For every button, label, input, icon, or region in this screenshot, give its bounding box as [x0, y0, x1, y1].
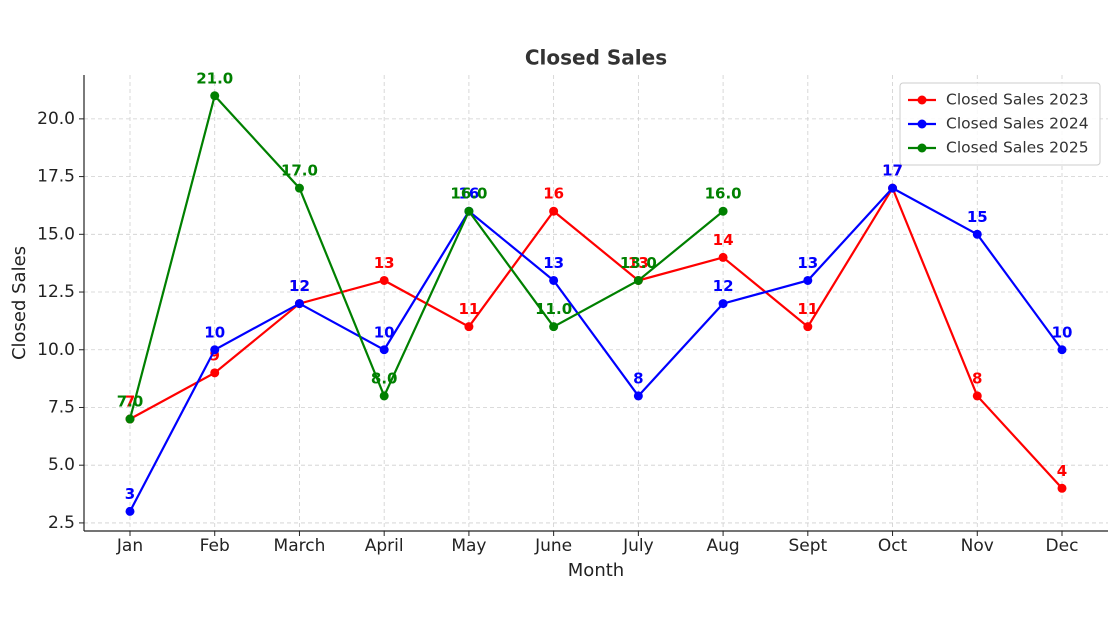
legend-label: Closed Sales 2024: [946, 115, 1089, 133]
data-point: [464, 206, 474, 216]
data-point: [464, 322, 474, 332]
data-point: [549, 275, 559, 285]
data-point: [125, 414, 135, 424]
data-point: [972, 229, 982, 239]
data-label: 13: [797, 254, 818, 272]
chart-title: Closed Sales: [525, 46, 667, 70]
data-label: 8: [972, 369, 982, 387]
data-point: [379, 391, 389, 401]
data-point: [549, 322, 559, 332]
data-point: [803, 275, 813, 285]
x-tick-label: Sept: [788, 536, 827, 556]
data-label: 3: [125, 485, 135, 503]
data-label: 12: [289, 277, 310, 295]
data-point: [549, 206, 559, 216]
data-point: [1057, 483, 1067, 493]
data-label: 11: [458, 300, 479, 318]
data-label: 8.0: [371, 369, 398, 387]
y-tick-label: 12.5: [37, 282, 75, 302]
data-label: 16.0: [705, 185, 742, 203]
x-tick-label: June: [534, 536, 572, 556]
data-point: [210, 345, 220, 355]
data-label: 9: [210, 346, 220, 364]
data-label: 10: [204, 323, 225, 341]
x-tick-label: Dec: [1046, 536, 1079, 556]
data-point: [294, 299, 304, 309]
x-tick-label: May: [451, 536, 486, 556]
data-label: 4: [1057, 462, 1067, 480]
data-label: 13: [374, 254, 395, 272]
data-label: 10: [1052, 323, 1073, 341]
data-point: [379, 345, 389, 355]
x-tick-label: Oct: [878, 536, 908, 556]
data-label: 7: [125, 393, 135, 411]
legend-marker: [917, 119, 927, 129]
data-label: 11.0: [535, 300, 572, 318]
data-label: 21.0: [196, 69, 233, 87]
data-point: [210, 368, 220, 378]
data-point: [888, 183, 898, 193]
data-point: [210, 91, 220, 101]
y-tick-label: 10.0: [37, 340, 75, 360]
data-label: 7.0: [117, 393, 144, 411]
data-label: 8: [633, 369, 643, 387]
data-point: [718, 206, 728, 216]
data-label: 16: [458, 185, 479, 203]
y-axis-label: Closed Sales: [9, 246, 30, 360]
x-tick-label: Aug: [706, 536, 739, 556]
series-line: [128, 93, 724, 420]
data-label: 12: [289, 277, 310, 295]
data-label: 16.0: [450, 185, 487, 203]
data-point: [1057, 345, 1067, 355]
data-point: [125, 506, 135, 516]
data-label: 10: [374, 323, 395, 341]
data-label: 17: [882, 162, 903, 180]
data-label: 14: [713, 231, 734, 249]
y-tick-label: 5.0: [48, 455, 75, 475]
series-line: [129, 185, 1063, 490]
x-tick-label: Nov: [961, 536, 994, 556]
x-tick-label: Jan: [116, 536, 143, 556]
data-label: 13: [543, 254, 564, 272]
data-point: [633, 275, 643, 285]
data-label: 15: [967, 208, 988, 226]
legend-label: Closed Sales 2023: [946, 91, 1089, 109]
data-label: 12: [713, 277, 734, 295]
data-point: [803, 322, 813, 332]
data-label: 17: [882, 162, 903, 180]
series-line: [129, 186, 1063, 512]
x-tick-label: Feb: [200, 536, 230, 556]
y-tick-label: 7.5: [48, 397, 75, 417]
data-point: [294, 183, 304, 193]
data-label: 11: [797, 300, 818, 318]
legend-marker: [917, 143, 927, 153]
x-tick-label: April: [365, 536, 404, 556]
data-point: [972, 391, 982, 401]
data-point: [379, 275, 389, 285]
y-tick-label: 2.5: [48, 513, 75, 533]
legend-marker: [917, 95, 927, 105]
x-tick-label: July: [622, 536, 654, 556]
x-tick-label: March: [274, 536, 326, 556]
data-label: 16: [543, 185, 564, 203]
legend-label: Closed Sales 2025: [946, 139, 1089, 157]
x-axis-label: Month: [568, 560, 624, 581]
data-point: [633, 391, 643, 401]
data-label: 13: [628, 254, 649, 272]
data-label: 13.0: [620, 254, 657, 272]
data-point: [718, 252, 728, 262]
y-tick-label: 15.0: [37, 224, 75, 244]
y-tick-label: 20.0: [37, 109, 75, 129]
legend-box: [899, 82, 1101, 166]
y-tick-label: 17.5: [37, 167, 75, 187]
data-label: 17.0: [281, 162, 318, 180]
data-point: [718, 299, 728, 309]
